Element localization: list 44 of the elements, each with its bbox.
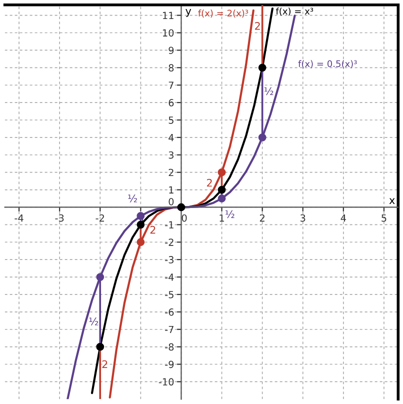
series-label: f(x) = 0.5(x)³ [298,60,357,68]
series-label: 2 [255,22,260,30]
series-label: f(x) = x³ [276,8,314,16]
y-tick-label: -2 [165,238,174,246]
y-tick-label: -8 [165,343,174,351]
series-label: ½ [264,87,274,96]
y-tick-label: -5 [165,291,174,298]
x-tick-label: 1 [220,214,224,222]
series-label: 2 [206,178,212,187]
x-tick-label: 0 [182,214,187,222]
y-axis-title: y [186,9,192,17]
series-label: 2 [102,360,108,368]
y-tick-label: 2 [168,168,174,176]
x-tick-label: 2 [260,214,264,222]
x-tick-label: 3 [300,214,306,222]
series-label: f(x) = 2(x)³ [198,10,248,18]
series-label: 2 [150,226,156,234]
y-tick-label: 1 [169,186,174,194]
y-tick-label: 7 [168,82,174,89]
y-tick-label: 0 [168,198,174,206]
x-axis-title: x [389,198,395,204]
y-tick-label: 11 [162,12,174,20]
y-tick-label: 10 [162,29,174,37]
y-tick-label: -6 [165,308,174,316]
y-tick-label: -10 [158,378,174,386]
y-tick-label: -4 [165,274,174,281]
y-tick-label: 6 [168,99,174,106]
series-label: ½ [128,194,137,202]
y-tick-label: -9 [165,360,174,368]
x-tick-label: -2 [96,214,104,222]
y-tick-label: -1 [165,221,174,228]
series-label: ½ [226,210,234,218]
x-tick-label: -3 [55,214,64,222]
y-tick-label: 4 [168,134,174,142]
y-tick-label: 5 [168,116,174,124]
y-tick-label: -3 [165,256,174,264]
y-tick-label: 3 [168,151,174,159]
y-tick-label: 8 [168,64,174,72]
x-tick-label: -4 [14,214,24,222]
series-label: ½ [89,318,98,326]
y-tick-label: 9 [168,46,174,54]
x-tick-label: 5 [382,214,386,222]
x-tick-label: 4 [340,214,346,222]
y-tick-label: -7 [165,326,174,334]
